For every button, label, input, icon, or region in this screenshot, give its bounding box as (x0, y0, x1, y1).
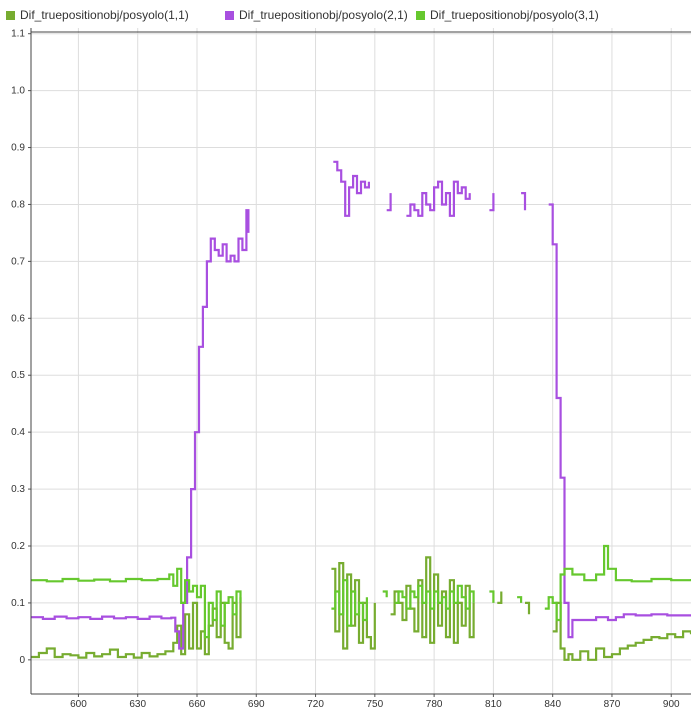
y-tick-label: 0.6 (11, 313, 25, 324)
y-tick-label: 0.4 (11, 427, 25, 438)
y-tick-label: 0.3 (11, 484, 25, 495)
x-tick-label: 870 (604, 699, 621, 710)
x-tick-label: 900 (663, 699, 680, 710)
x-tick-label: 690 (248, 699, 265, 710)
x-tick-label: 810 (485, 699, 502, 710)
x-tick-label: 840 (544, 699, 561, 710)
plot-area (31, 28, 691, 694)
y-tick-label: 0.9 (11, 143, 25, 154)
y-tick-label: 0.5 (11, 370, 25, 381)
x-tick-label: 750 (366, 699, 383, 710)
y-tick-label: 0.2 (11, 541, 25, 552)
x-tick-label: 660 (189, 699, 206, 710)
y-tick-label: 0.7 (11, 256, 25, 267)
x-tick-label: 720 (307, 699, 324, 710)
y-tick-label: 1.0 (11, 86, 25, 97)
y-tick-label: 1.1 (11, 29, 25, 40)
y-tick-label: 0 (19, 655, 25, 666)
x-tick-label: 780 (426, 699, 443, 710)
y-tick-label: 0.8 (11, 199, 25, 210)
x-tick-label: 630 (129, 699, 146, 710)
x-tick-label: 600 (70, 699, 87, 710)
grid-lines (31, 28, 691, 694)
y-tick-label: 0.1 (11, 598, 25, 609)
